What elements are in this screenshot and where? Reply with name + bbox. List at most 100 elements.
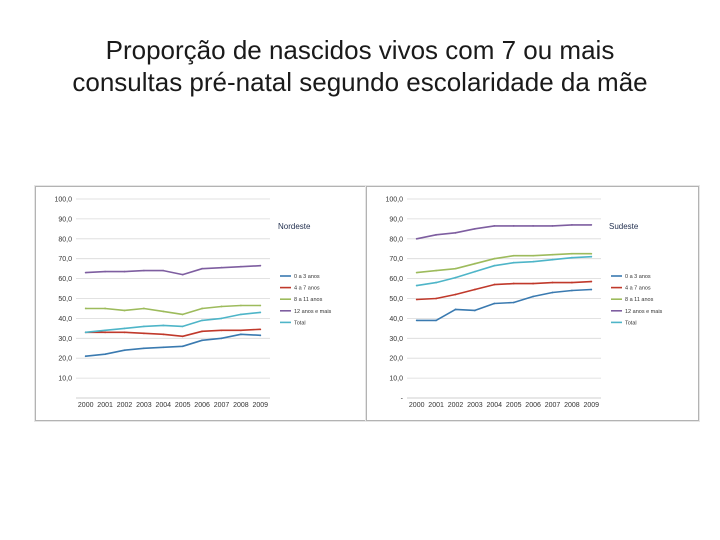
data-point-total-2008 (240, 313, 242, 316)
data-point-total-2005 (512, 261, 515, 264)
legend-label-total: Total (625, 320, 637, 326)
y-tick-label: 50,0 (58, 296, 72, 303)
chart-sudeste-svg: 100,0 90,0 80,0 70,0 60,0 50,0 40,0 30,0 20,0 10,… (385, 197, 662, 410)
x-tick-label: 2007 (545, 402, 561, 409)
data-point-0-a-3-anos-2005 (181, 345, 184, 348)
legend-label-total: Total (294, 320, 306, 326)
y-tick-label: 70,0 (58, 256, 72, 263)
y-tick-label: 100,0 (54, 197, 72, 204)
data-point-8-a-11-anos-2006 (201, 307, 204, 310)
data-point-8-a-11-anos-2005 (512, 254, 515, 257)
data-point-0-a-3-anos-2004 (162, 346, 165, 349)
series-line-total (85, 311, 261, 334)
x-tick-label: 2006 (194, 402, 210, 409)
data-point-4-a-7-anos-2008 (240, 329, 242, 332)
data-point-12-anos-e-mais-2000 (415, 237, 418, 240)
x-tick-label: 2005 (506, 402, 522, 409)
series-line-12-anos-e-mais (416, 224, 592, 240)
data-point-12-anos-e-mais-2009 (259, 264, 262, 267)
data-point-12-anos-e-mais-2001 (435, 233, 437, 236)
y-tick-label: 40,0 (58, 316, 72, 323)
legend-label-12-anos-e-mais: 12 anos e mais (294, 309, 332, 315)
x-tick-label: 2009 (253, 402, 269, 409)
data-point-0-a-3-anos-2001 (104, 353, 106, 356)
data-point-total-2007 (220, 317, 223, 320)
data-point-12-anos-e-mais-2007 (220, 266, 223, 269)
series-line-0-a-3-anos (85, 333, 261, 357)
x-tick-label: 2002 (117, 402, 133, 409)
y-tick-label: 80,0 (58, 236, 72, 243)
data-point-12-anos-e-mais-2008 (240, 265, 242, 268)
data-point-0-a-3-anos-2002 (454, 308, 457, 311)
data-point-4-a-7-anos-2004 (493, 283, 496, 286)
series-line-total (416, 255, 592, 287)
data-point-total-2002 (123, 327, 126, 330)
y-tick-label: 30,0 (389, 336, 403, 343)
legend-label-0-a-3-anos: 0 a 3 anos (294, 274, 320, 280)
data-point-12-anos-e-mais-2008 (571, 223, 573, 226)
data-point-8-a-11-anos-2009 (590, 252, 593, 255)
data-point-4-a-7-anos-2006 (201, 330, 204, 333)
y-tick-label: 90,0 (58, 216, 72, 223)
y-tick-label: 80,0 (389, 236, 403, 243)
data-point-0-a-3-anos-2009 (590, 288, 593, 291)
x-tick-label: 2007 (214, 402, 230, 409)
data-point-8-a-11-anos-2007 (220, 305, 223, 308)
data-point-8-a-11-anos-2000 (84, 307, 87, 310)
x-tick-label: 2004 (156, 402, 172, 409)
data-point-4-a-7-anos-2002 (123, 331, 126, 334)
legend-label-4-a-7-anos: 4 a 7 anos (294, 286, 320, 292)
data-point-0-a-3-anos-2004 (493, 302, 496, 305)
data-point-4-a-7-anos-2007 (220, 329, 223, 332)
data-point-8-a-11-anos-2001 (104, 307, 106, 310)
data-point-total-2009 (590, 255, 593, 258)
x-tick-label: 2008 (233, 402, 249, 409)
data-point-12-anos-e-mais-2005 (512, 224, 515, 227)
slide-title: Proporção de nascidos vivos com 7 ou mai… (20, 34, 700, 98)
y-tick-label: 10,0 (389, 376, 403, 383)
data-point-4-a-7-anos-2001 (435, 297, 437, 300)
data-point-4-a-7-anos-2003 (143, 332, 145, 335)
data-point-8-a-11-anos-2003 (143, 307, 145, 310)
data-point-12-anos-e-mais-2009 (590, 223, 593, 226)
chart-title-nordeste: Nordeste (278, 222, 311, 231)
data-point-12-anos-e-mais-2004 (162, 269, 165, 272)
data-point-8-a-11-anos-2004 (162, 310, 165, 313)
data-point-4-a-7-anos-2009 (259, 328, 262, 331)
chart-sudeste: 100,0 90,0 80,0 70,0 60,0 50,0 40,0 30,0 20,0 10,… (366, 186, 699, 421)
data-point-4-a-7-anos-2009 (590, 280, 593, 283)
y-tick-label: 30,0 (58, 336, 72, 343)
series-line-8-a-11-anos (85, 304, 261, 316)
chart-nordeste-svg: 100,0 90,0 80,0 70,0 60,0 50,0 40,0 30,0 20,0 10,… (54, 197, 332, 410)
x-tick-label: 2005 (175, 402, 191, 409)
data-point-0-a-3-anos-2000 (84, 355, 87, 358)
data-point-total-2007 (551, 258, 554, 261)
data-point-0-a-3-anos-2005 (512, 301, 515, 304)
data-point-4-a-7-anos-2000 (415, 298, 418, 301)
data-point-8-a-11-anos-2006 (532, 254, 534, 257)
data-point-0-a-3-anos-2006 (201, 339, 204, 342)
data-point-total-2006 (201, 319, 204, 322)
data-point-12-anos-e-mais-2002 (454, 231, 457, 234)
data-point-0-a-3-anos-2009 (259, 334, 262, 337)
data-point-4-a-7-anos-2006 (532, 282, 534, 285)
data-point-total-2001 (435, 281, 437, 284)
data-point-12-anos-e-mais-2007 (551, 224, 554, 227)
y-tick-label: 60,0 (389, 276, 403, 283)
data-point-total-2004 (162, 324, 165, 327)
series-line-8-a-11-anos (416, 252, 592, 274)
data-point-12-anos-e-mais-2000 (84, 271, 87, 274)
data-point-0-a-3-anos-2008 (571, 289, 573, 292)
data-point-8-a-11-anos-2007 (551, 253, 554, 256)
data-point-0-a-3-anos-2007 (220, 337, 223, 340)
y-tick-label: 20,0 (58, 356, 72, 363)
data-point-0-a-3-anos-2008 (240, 333, 242, 336)
x-tick-label: 2001 (97, 402, 113, 409)
data-point-total-2002 (454, 276, 457, 279)
data-point-0-a-3-anos-2003 (143, 347, 145, 350)
data-point-8-a-11-anos-2001 (435, 269, 437, 272)
x-tick-label: 2000 (78, 402, 94, 409)
data-point-12-anos-e-mais-2001 (104, 270, 106, 273)
data-point-total-2000 (84, 331, 87, 334)
data-point-0-a-3-anos-2003 (474, 309, 476, 312)
